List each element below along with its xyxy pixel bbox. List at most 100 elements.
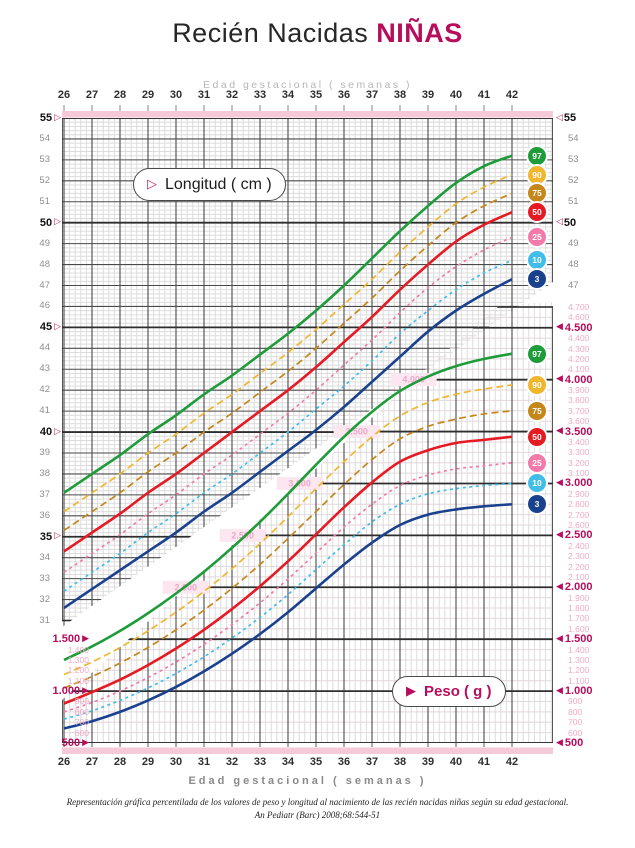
percentile-curve-P25 (63, 236, 513, 574)
weight-axis-label-right: 1.700 (568, 613, 590, 624)
length-axis-label-right: ◁ 50 (556, 216, 577, 229)
weight-axis-label-left: 1.500 ▶ (52, 633, 89, 646)
weight-axis-label-right: 4.300 (568, 343, 590, 354)
percentile-curve-P3 (63, 278, 513, 610)
length-axis-label-left: 38 (39, 467, 50, 479)
triangle-marker-icon: ◀ (556, 685, 563, 696)
gestational-week-label-bottom: 26 (57, 756, 71, 768)
gestational-week-label-top: 26 (57, 89, 71, 101)
weight-axis-label-right: 600 (568, 727, 583, 738)
gestational-week-label-bottom: 28 (113, 756, 127, 768)
length-axis-label-left: 53 (39, 153, 50, 165)
weight-axis-label-right: 4.200 (568, 353, 590, 364)
gestational-week-label-bottom: 36 (337, 756, 351, 768)
triangle-marker-icon: ◀ (556, 374, 563, 385)
length-axis-label-left: 54 (39, 132, 50, 144)
gestational-week-label-top: 39 (421, 89, 435, 101)
weight-axis-label-right: 2.800 (568, 499, 590, 510)
weight-axis-label-right: 3.700 (568, 405, 590, 416)
length-axis-label-left: 35 ▷ (39, 530, 61, 543)
gestational-week-label-top: 40 (449, 89, 463, 101)
percentile-badge: 97 (528, 146, 546, 165)
length-axis-label-right: 52 (568, 174, 579, 186)
weight-axis-label-left: 1.300 (67, 654, 89, 665)
triangle-marker-icon: ▶ (82, 737, 89, 748)
percentile-curve-P50 (63, 211, 513, 553)
gestational-week-label-bottom: 33 (253, 756, 267, 768)
percentile-curve-P10 (63, 259, 513, 592)
percentile-badge: 50 (528, 203, 546, 222)
percentile-curve-P97 (63, 154, 513, 494)
length-axis-label-left: 37 (39, 488, 50, 500)
weight-axis-label-right: ◀ 1.000 (556, 685, 593, 698)
length-axis-label-left: 44 (39, 342, 50, 354)
length-axis-label-right: 48 (568, 258, 579, 270)
weight-axis-label-right: 3.100 (568, 468, 590, 479)
length-axis-label-right: 53 (568, 153, 579, 165)
weight-axis-label-left: 1.000 ▶ (52, 685, 89, 698)
weight-axis-label-right: ◀ 2.000 (556, 581, 593, 594)
weight-axis-label-right: 3.300 (568, 447, 590, 458)
percentile-badge: 3 (528, 495, 546, 514)
gestational-week-label-top: 27 (85, 89, 99, 101)
triangle-marker-icon: ▷ (54, 217, 61, 228)
percentile-badge: 3 (528, 270, 546, 289)
weight-legend-label: Peso ( g ) (424, 683, 492, 700)
length-triangle-icon: ▷ (147, 177, 157, 192)
weight-axis-label-right: 4.700 (568, 302, 590, 312)
weight-axis-label-right: ◀ 4.000 (556, 373, 593, 386)
weight-axis-label-right: 3.600 (568, 416, 590, 427)
triangle-marker-icon: ◀ (556, 737, 563, 748)
svg-text:3.500: 3.500 (345, 427, 368, 437)
page-title: Recién Nacidas NIÑAS (0, 18, 635, 49)
weight-gridline-watermark (390, 373, 437, 387)
triangle-marker-icon: ▷ (54, 112, 61, 123)
weight-axis-label-right: 4.100 (568, 364, 590, 375)
length-axis-label-left: 43 (39, 363, 50, 375)
length-axis-label-right: 54 (568, 132, 579, 144)
weight-axis-label-right: ◀ 3.000 (556, 477, 593, 490)
triangle-marker-icon: ◀ (556, 322, 563, 333)
length-axis-label-left: 42 (39, 384, 50, 396)
triangle-marker-icon: ▷ (54, 531, 61, 542)
weight-axis-label-right: 2.600 (568, 520, 590, 530)
gestational-week-label-top: 35 (309, 89, 323, 101)
length-axis-label-left: 46 (39, 300, 50, 312)
gestational-week-label-top: 33 (253, 89, 267, 101)
gestational-week-label-top: 32 (225, 89, 239, 101)
gestational-week-label-bottom: 30 (169, 756, 183, 768)
gestational-week-label-top: 34 (281, 89, 295, 101)
percentile-badge: 75 (528, 184, 546, 203)
gestational-week-label-bottom: 35 (309, 756, 323, 768)
gestational-week-label-bottom: 27 (85, 756, 99, 768)
weight-axis-label-right: 1.300 (568, 654, 590, 665)
weight-legend-pill: ▶ Peso ( g ) (392, 676, 506, 707)
gestational-week-label-top: 29 (141, 89, 155, 101)
weight-axis-label-right: 2.900 (568, 488, 590, 499)
weight-axis-label-right: 4.600 (568, 312, 590, 323)
weight-axis-label-left: 700 (74, 717, 89, 728)
length-axis-label-left: 50 ▷ (39, 216, 61, 229)
triangle-marker-icon: ◀ (556, 581, 563, 592)
length-axis-label-right: 49 (568, 237, 579, 249)
weight-axis-label-left: 900 (74, 696, 89, 707)
length-axis-label-left: 39 (39, 447, 50, 458)
percentile-badge: 97 (528, 344, 546, 363)
weight-axis-label-right: 1.600 (568, 623, 590, 634)
length-axis-label-left: 55 ▷ (39, 112, 61, 124)
weight-axis-label-right: 800 (568, 706, 583, 717)
weight-axis-label-right: ◀ 3.500 (556, 425, 593, 438)
weight-triangle-icon: ▶ (406, 684, 416, 699)
triangle-marker-icon: ◀ (556, 633, 563, 644)
triangle-marker-icon: ◀ (556, 477, 563, 488)
triangle-marker-icon: ◁ (556, 112, 563, 123)
length-legend-label: Longitud ( cm ) (165, 175, 272, 193)
svg-text:4.000: 4.000 (402, 375, 425, 385)
length-legend-pill: ▷ Longitud ( cm ) (133, 168, 286, 201)
triangle-marker-icon: ◁ (556, 217, 563, 228)
weight-axis-label-right: 2.700 (568, 509, 590, 520)
triangle-marker-icon: ▶ (82, 633, 89, 644)
length-axis-label-left: 33 (39, 572, 50, 584)
weight-axis-label-right: 900 (568, 696, 583, 707)
